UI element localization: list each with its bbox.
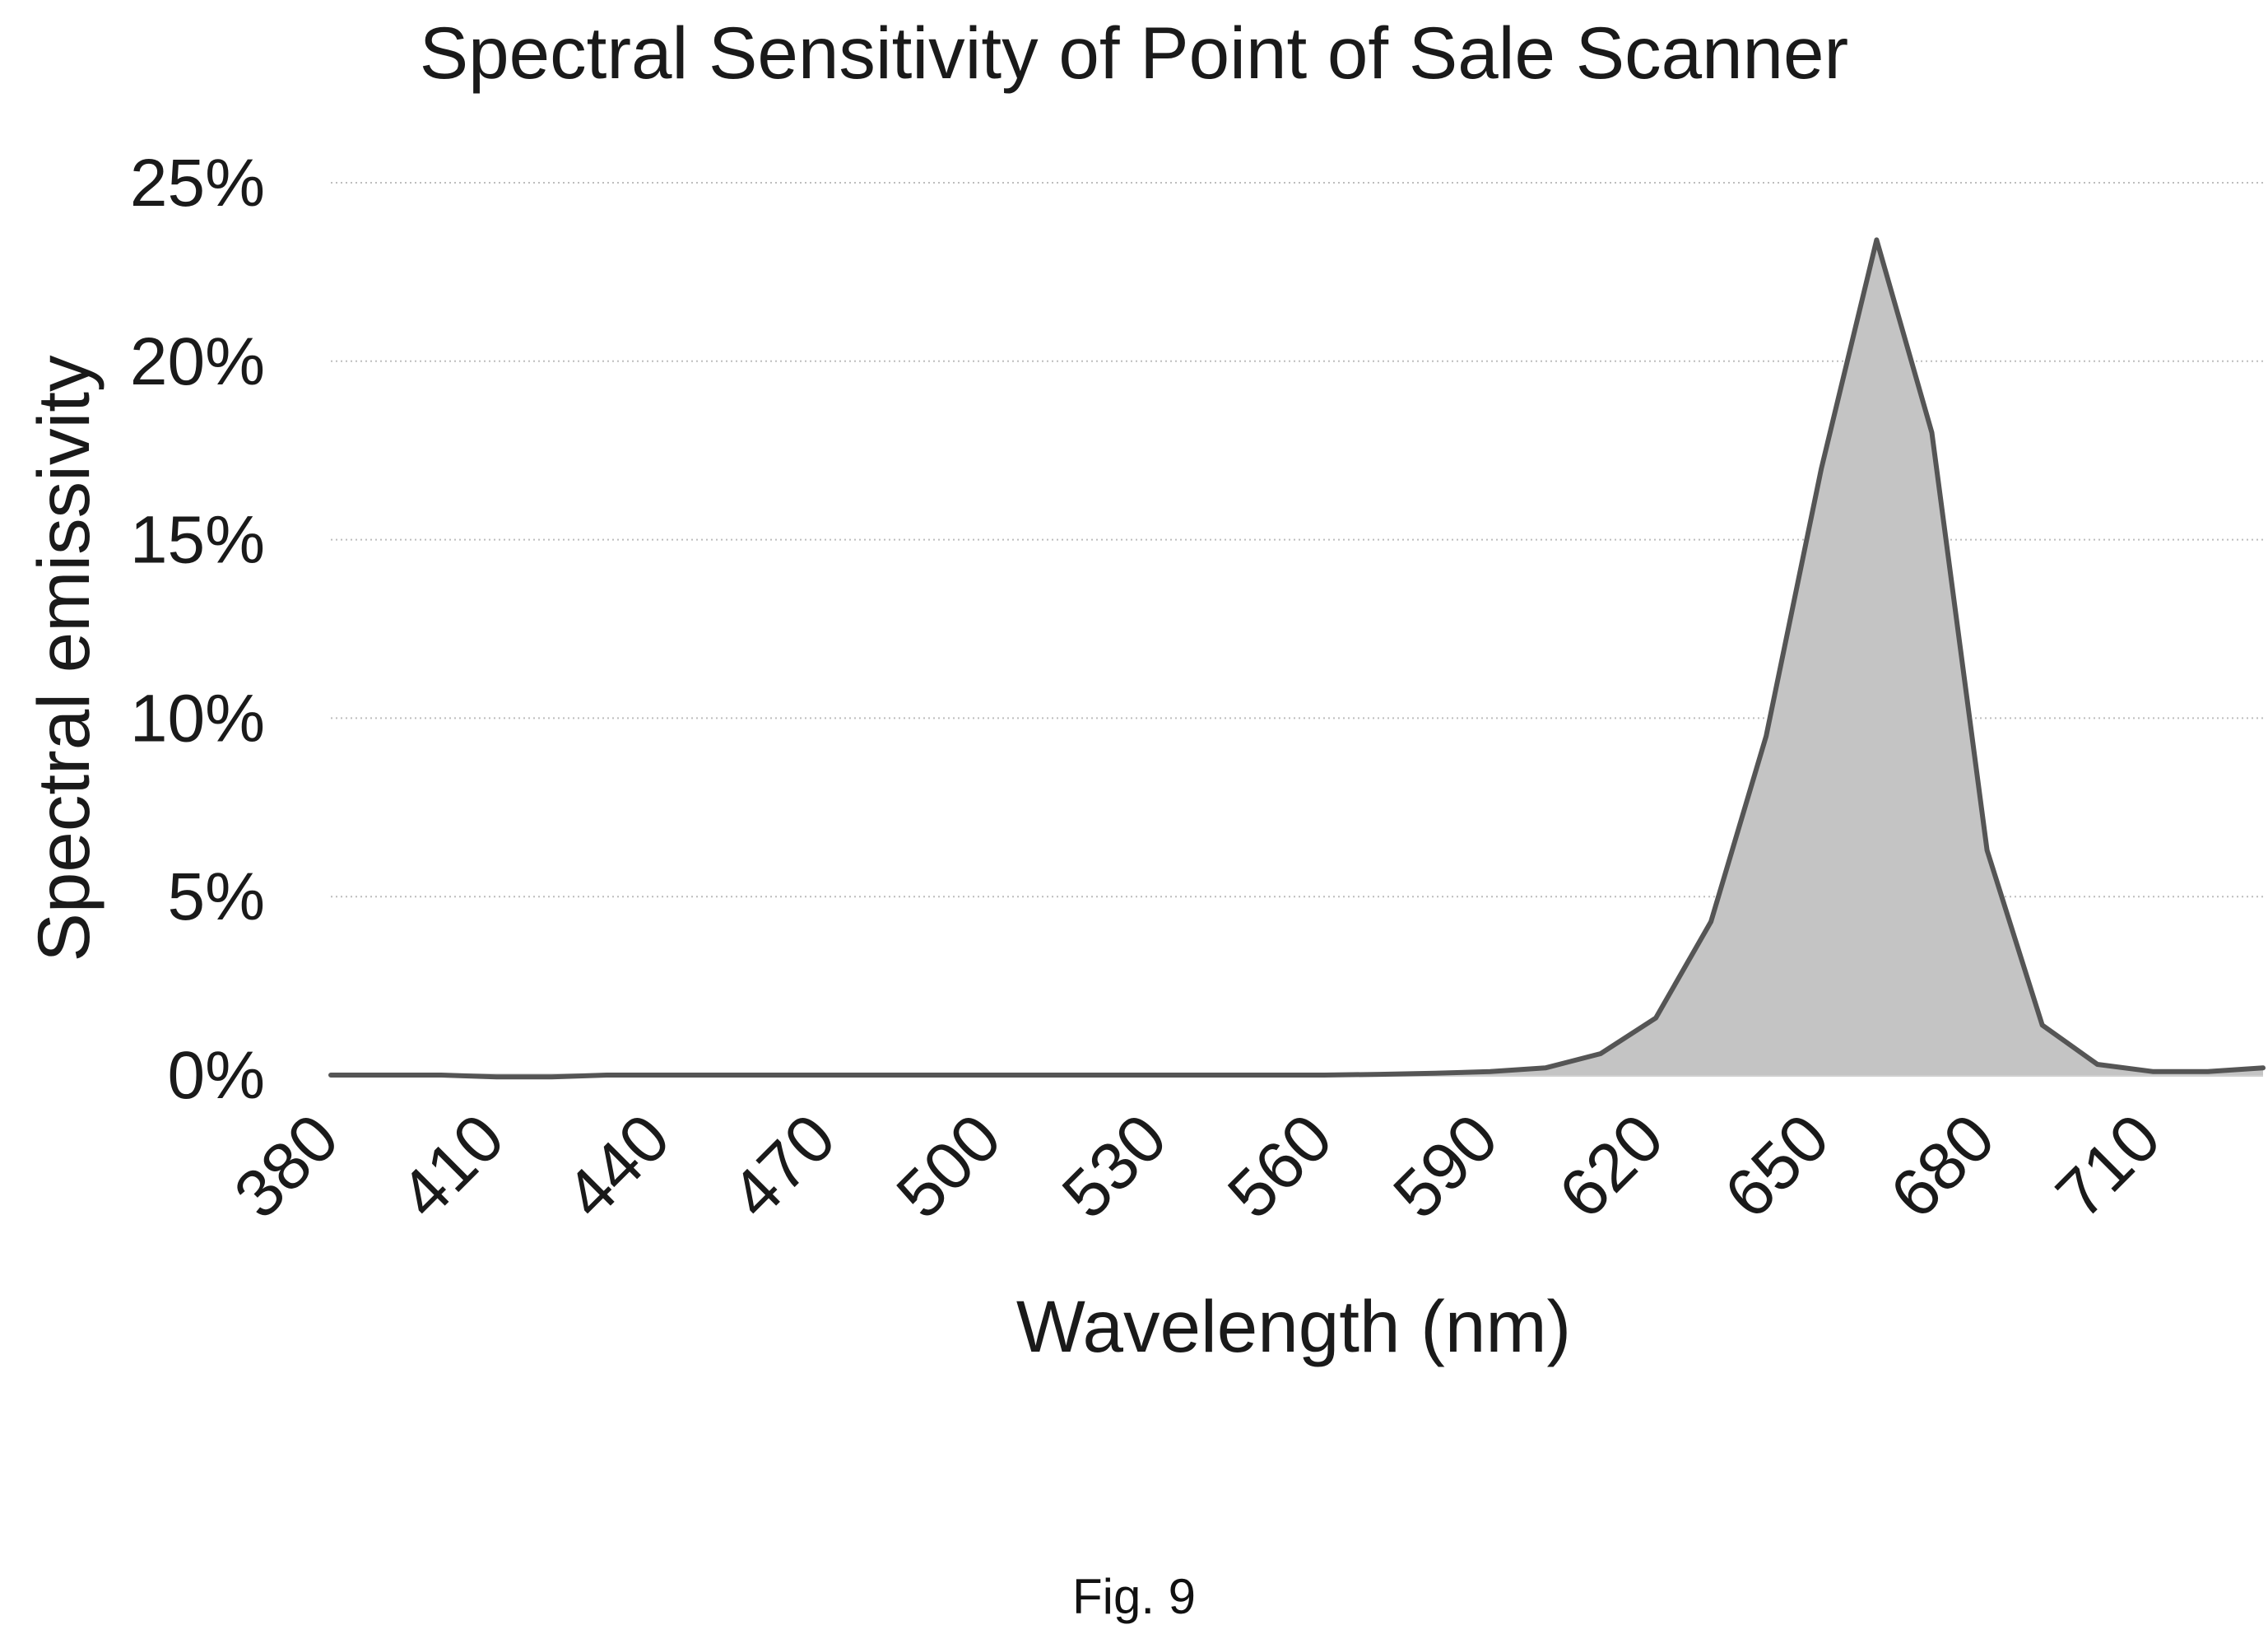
y-tick-label: 0% — [167, 1038, 265, 1113]
x-axis-ticks: 380 410 440 470 500 530 560 590 620 650 680 710 — [221, 1100, 2175, 1232]
x-tick-label: 590 — [1379, 1100, 1512, 1232]
x-tick-label: 500 — [883, 1100, 1015, 1232]
y-tick-label: 5% — [167, 859, 265, 934]
x-tick-label: 470 — [717, 1100, 849, 1232]
x-tick-label: 410 — [386, 1100, 518, 1232]
x-tick-label: 650 — [1711, 1100, 1843, 1232]
series-layer — [328, 237, 2266, 1080]
x-tick-label: 440 — [551, 1100, 684, 1232]
x-tick-label: 620 — [1545, 1100, 1678, 1232]
x-tick-label: 680 — [1876, 1100, 2009, 1232]
series-area — [331, 240, 2263, 1078]
y-tick-label: 20% — [130, 324, 265, 399]
x-tick-label: 530 — [1048, 1100, 1181, 1232]
y-tick-label: 25% — [130, 146, 265, 221]
y-axis-label: Spectral emissivity — [22, 355, 105, 961]
x-tick-label: 380 — [221, 1100, 353, 1232]
series-line — [328, 237, 2266, 1080]
x-axis-label: Wavelength (nm) — [1016, 1285, 1571, 1367]
chart-title: Spectral Sensitivity of Point of Sale Sc… — [419, 12, 1849, 94]
x-tick-label: 710 — [2042, 1100, 2174, 1232]
y-axis-ticks: 0% 5% 10% 15% 20% 25% — [130, 146, 265, 1113]
figure-caption: Fig. 9 — [1071, 1569, 1197, 1624]
y-tick-label: 10% — [130, 681, 265, 756]
x-tick-label: 560 — [1214, 1100, 1346, 1232]
y-tick-label: 15% — [130, 503, 265, 578]
